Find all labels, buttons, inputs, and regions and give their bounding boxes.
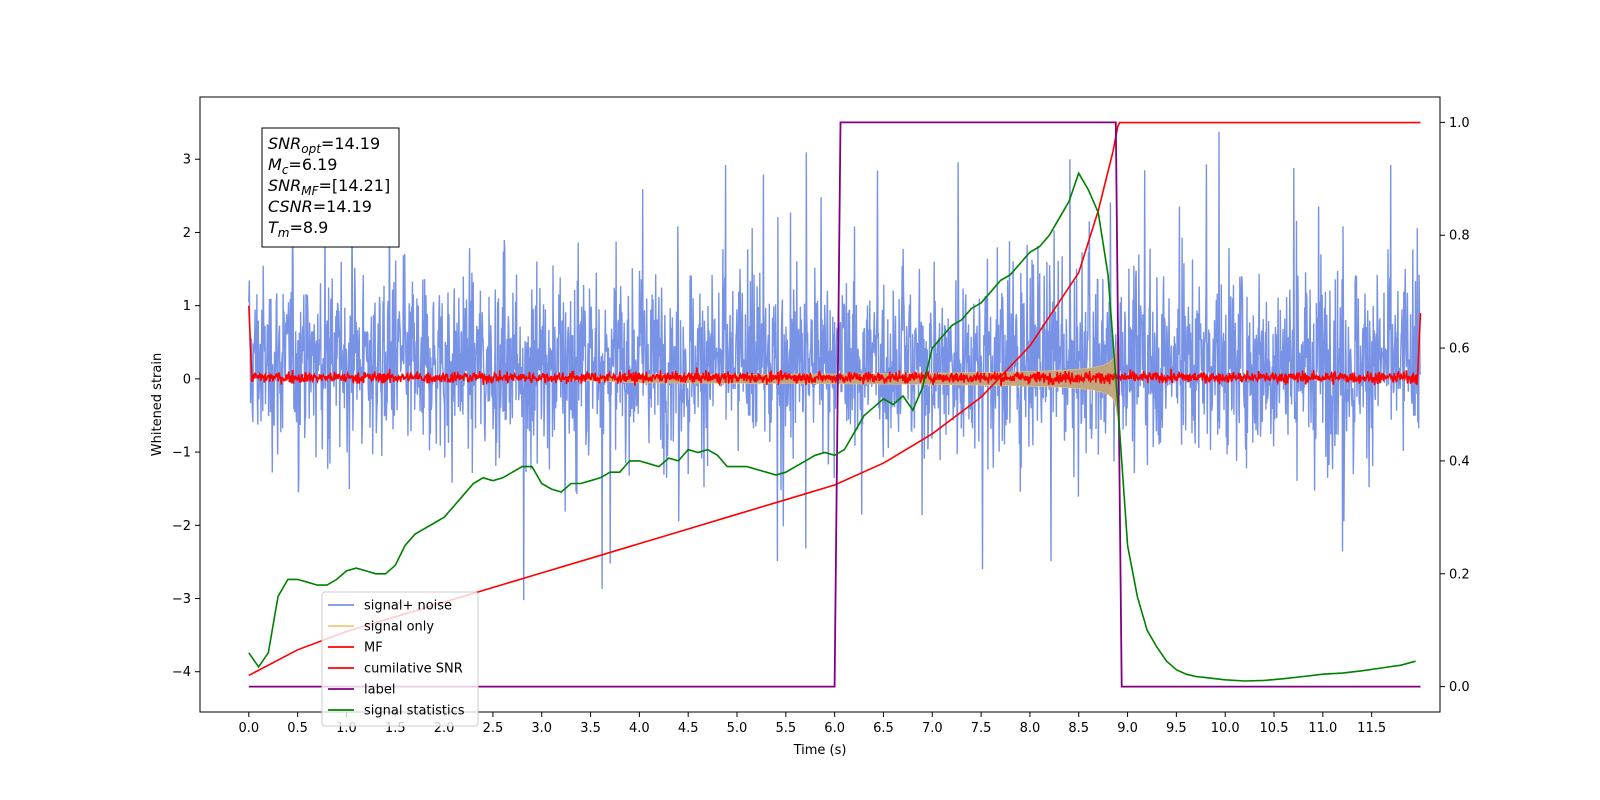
x-tick-label: 7.0 [922,721,943,736]
x-tick-label: 6.5 [873,721,894,736]
x-tick-label: 4.0 [629,721,650,736]
annotation-value: =14.19 [313,197,372,216]
annotation-frame [261,127,400,248]
annotation-variable: SNR [268,176,301,195]
y2-tick-label: 1.0 [1449,116,1470,131]
legend-box [321,591,479,727]
y-tick-label: −1 [172,446,191,461]
legend: signal+ noise signal only MF cumilative SNR… [321,591,479,727]
x-tick-label: 11.0 [1308,721,1337,736]
annotation-line: SNRMF=[14.21] [268,176,390,198]
y2-tick-label: 0.2 [1449,567,1470,582]
legend-entry: signal only [364,620,434,635]
annotation-line: Mc=6.19 [268,155,337,177]
series-signal-noise [248,131,1422,601]
annotation-subscript: opt [301,142,322,156]
y-tick-label: 2 [183,226,191,241]
x-tick-label: 11.5 [1357,721,1386,736]
annotation-box: SNRopt=14.19Mc=6.19SNRMF=[14.21]CSNR=14.… [261,127,400,248]
legend-entry: MF [364,641,383,656]
x-tick-label: 5.0 [727,721,748,736]
annotation-variable: M [268,155,282,174]
annotation-value: =14.19 [321,134,380,153]
series-label [248,121,1421,688]
x-tick-label: 3.5 [580,721,601,736]
x-axis-label: Time (s) [793,743,847,758]
x-tick-label: 5.5 [775,721,796,736]
legend-entry: label [364,683,395,698]
y2-tick-label: 0.4 [1449,454,1470,469]
y2-tick-label: 0.8 [1449,229,1470,244]
legend-entry: signal statistics [364,704,465,719]
series-signal-statistics [248,171,1416,682]
y-axis-label: Whitened strain [150,353,165,456]
annotation-value: =[14.21] [319,176,391,195]
annotation-variable: T [268,218,279,237]
x-tick-label: 6.0 [824,721,845,736]
x-tick-label: 4.5 [678,721,699,736]
y-tick-label: 3 [183,153,191,168]
plot-frame [199,96,1441,713]
annotation-value: =8.9 [289,218,328,237]
annotation-line: SNRopt=14.19 [268,134,380,156]
plot-area [248,121,1422,688]
y-tick-label: −4 [172,665,191,680]
x-tick-label: 8.0 [1020,721,1041,736]
annotation-variable: CSNR [268,197,313,216]
x-tick-label: 2.5 [483,721,504,736]
x-tick-label: 10.5 [1260,721,1289,736]
annotation-value: =6.19 [288,155,337,174]
x-tick-label: 9.5 [1166,721,1187,736]
x-tick-label: 7.5 [971,721,992,736]
x-tick-label: 0.5 [287,721,308,736]
annotation-variable: SNR [268,134,301,153]
x-tick-label: 8.5 [1068,721,1089,736]
x-tick-label: 10.0 [1211,721,1240,736]
x-tick-label: 0.0 [238,721,259,736]
axes: 0.0 0.5 1.0 1.5 2.0 2.5 3.0 3.5 4.0 4.5 5.0 5.5 6.0 6… [172,96,1470,736]
annotation-subscript: c [282,163,289,177]
legend-entry: signal+ noise [364,599,452,614]
y-tick-label: 1 [183,299,191,314]
legend-entry: cumilative SNR [364,662,463,677]
y2-tick-label: 0.6 [1449,342,1470,357]
annotation-line: CSNR=14.19 [268,197,372,216]
y-tick-label: −3 [172,592,191,607]
annotation-subscript: m [278,226,290,240]
y-tick-label: 0 [183,372,191,387]
y2-tick-label: 0.0 [1449,680,1470,695]
annotation-subscript: MF [301,184,319,198]
y-tick-label: −2 [172,519,191,534]
series-mf [248,305,1422,387]
x-tick-label: 3.0 [531,721,552,736]
x-tick-label: 9.0 [1117,721,1138,736]
annotation-line: Tm=8.9 [268,218,328,240]
